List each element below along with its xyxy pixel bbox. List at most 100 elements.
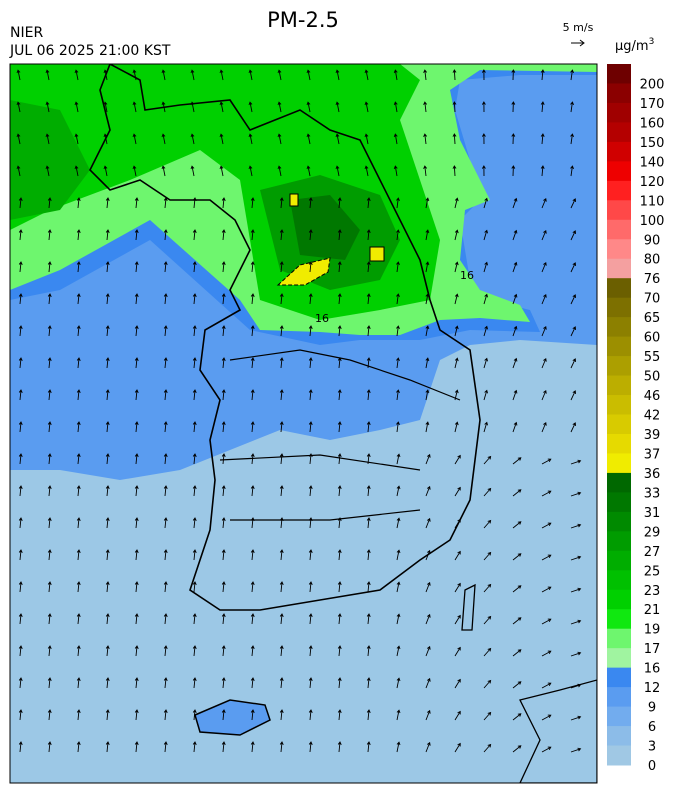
wind-arrow [337,517,342,529]
wind-arrow [483,583,492,593]
wind-arrow [47,197,52,209]
wind-arrow [396,645,401,657]
wind-arrow [221,709,226,721]
wind-arrow [308,741,313,753]
wind-arrow [483,647,492,657]
wind-arrow [192,677,197,689]
wind-arrow [423,133,428,145]
wind-arrow [132,133,137,145]
wind-arrow [570,198,577,209]
wind-arrow [134,709,139,721]
wind-arrow [483,615,492,625]
wind-arrow [483,229,489,241]
colorbar-label: 36 [644,467,661,482]
wind-arrow [47,741,52,753]
colorbar-band [607,239,631,260]
wind-arrow [512,197,518,209]
wind-arrow [76,229,81,241]
wind-arrow [540,133,545,145]
wind-arrow [221,389,226,401]
wind-arrow [541,357,547,369]
wind-arrow [337,581,342,593]
wind-arrow [364,133,369,145]
wind-arrow [279,261,284,273]
wind-arrow [18,613,23,625]
wind-arrow [425,357,430,369]
wind-arrow [105,261,110,273]
wind-arrow [454,582,461,593]
wind-arrow [219,133,224,145]
province-borders [219,349,461,521]
legend-unit: µg/m3 [615,37,654,54]
wind-arrow [219,69,224,81]
wind-arrow [132,69,137,81]
wind-arrow [105,581,110,593]
wind-arrow [454,325,459,337]
colorbar-band [607,531,631,552]
wind-arrow [134,357,139,369]
wind-arrow [308,389,313,401]
wind-arrow [47,229,52,241]
wind-arrow [396,517,401,529]
wind-arrow [105,229,110,241]
wind-arrow [18,485,23,497]
wind-arrow [163,645,168,657]
wind-arrow [335,101,340,113]
wind-arrow [337,389,342,401]
wind-arrow [76,261,81,273]
wind-arrow [45,101,50,113]
wind-arrow [279,613,284,625]
colorbar-band [607,414,631,435]
wind-arrow [18,325,23,337]
wind-arrow [134,613,139,625]
wind-arrow [190,69,195,81]
wind-arrow [364,101,369,113]
wind-arrow [161,133,166,145]
colorbar-label: 17 [644,642,661,657]
wind-arrow [337,229,342,241]
wind-arrow [423,69,428,81]
wind-arrow [250,293,255,305]
wind-arrow [105,517,110,529]
wind-arrow [393,133,398,145]
wind-arrow [337,709,342,721]
wind-arrow [366,645,371,657]
colorbar-label: 150 [640,136,665,151]
wind-arrow [393,69,398,81]
wind-arrow [134,421,139,433]
wind-arrow [18,549,23,561]
wind-arrow [192,741,197,753]
wind-arrow [425,421,430,433]
wind-arrow [396,677,401,689]
colorbar-label: 110 [640,194,665,209]
wind-arrow [483,711,492,721]
wind-arrow [18,709,23,721]
wind-arrow [105,709,110,721]
wind-arrow [132,101,137,113]
wind-arrow [221,581,226,593]
wind-arrow [541,714,552,721]
wind-arrow [221,197,226,209]
wind-arrow [279,325,284,337]
wind-scale-label: 5 m/s [563,21,594,34]
wind-arrow [105,613,110,625]
wind-arrow [335,69,340,81]
colorbar-band [607,492,631,513]
wind-arrow [366,293,371,305]
wind-arrow [105,357,110,369]
wind-arrow [74,165,79,177]
wind-arrow [425,741,431,753]
colorbar-band [607,687,631,708]
wind-arrow [541,325,547,337]
wind-arrow [74,101,79,113]
wind-arrow [163,357,168,369]
wind-arrow [454,357,459,369]
wind-arrow [192,517,197,529]
wind-arrow [308,645,313,657]
wind-arrow [570,683,582,689]
wind-arrow [47,293,52,305]
wind-arrow [18,677,23,689]
wind-arrow [16,133,21,145]
colorbar-label: 39 [644,428,661,443]
wind-arrow [570,230,577,241]
